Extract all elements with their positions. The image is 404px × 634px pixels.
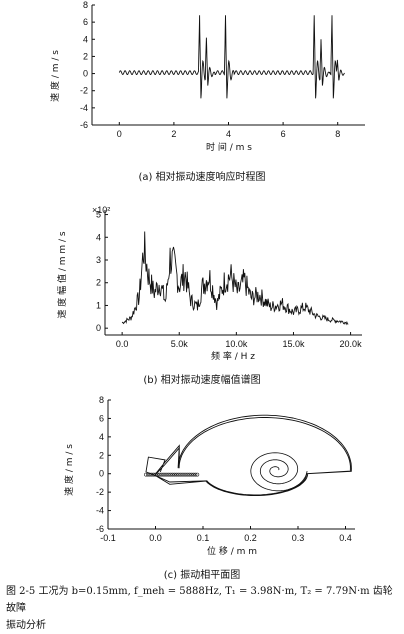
- chart-a-ytick-label: -2: [80, 86, 88, 96]
- chart-a-ytick-label: 2: [83, 51, 88, 61]
- chart-c-marker: [149, 472, 154, 477]
- chart-c-marker: [182, 472, 186, 477]
- chart-c-xtick-label: 0.3: [292, 533, 305, 543]
- chart-b-frame: [104, 210, 362, 336]
- chart-c-marker: [145, 472, 150, 477]
- chart-a-xtick-label: 8: [335, 129, 340, 139]
- chart-b-xtick-label: 15.0k: [282, 339, 305, 349]
- chart-b-xtick-label: 10.0k: [225, 339, 248, 349]
- chart-c-marker: [144, 472, 148, 477]
- chart-a: 0 2 4 6 8 -6 -4 -2 0 2 4 6 8 速 度 / m / s 时 间 / m s (…: [49, 0, 365, 183]
- chart-b-ytick-label: 4: [96, 232, 101, 242]
- chart-b-caption: (b) 相对振动速度幅值谱图: [143, 373, 260, 385]
- chart-a-xtick-label: 2: [171, 129, 176, 139]
- chart-a-xtick-label: 6: [281, 129, 286, 139]
- chart-b-xlabel: 频 率 / H z: [211, 350, 255, 362]
- chart-a-caption: (a) 相对振动速度响应时程图: [138, 170, 265, 183]
- chart-c-marker: [161, 472, 166, 477]
- chart-c-marker: [170, 472, 175, 477]
- chart-c-marker: [189, 472, 194, 477]
- chart-c-ytick-label: -2: [96, 487, 104, 497]
- chart-c-marker: [168, 472, 173, 477]
- chart-c-ylabel-text: 速 度 / m / s: [63, 444, 75, 496]
- chart-c-ytick-label: 8: [99, 395, 104, 405]
- chart-c-marker: [176, 472, 181, 477]
- chart-a-xlabel: 时 间 / m s: [206, 141, 252, 153]
- chart-c-ytick-label: 4: [99, 432, 104, 442]
- chart-c-caption: (c) 振动相平面图: [164, 568, 240, 581]
- chart-c-marker: [178, 472, 183, 477]
- chart-c-marker: [159, 472, 164, 477]
- chart-c-marker: [187, 472, 192, 477]
- chart-a-ytick-label: 8: [83, 0, 88, 10]
- chart-b: 0.0 5.0k 10.0k 15.0k 20.0k 0 1 2 3 4 5 ×10² 速 度 幅 …: [56, 205, 363, 385]
- chart-b-ytick-label: 3: [96, 255, 101, 265]
- chart-c-marker: [172, 472, 177, 477]
- chart-c-frame: [107, 400, 355, 530]
- chart-c-marker: [183, 472, 188, 477]
- chart-c-marker: [193, 472, 198, 477]
- figure-caption: 图 2-5 工况为 b=0.15mm, f_meh = 5888Hz, T₁ =…: [6, 583, 402, 634]
- chart-c-marker: [174, 472, 179, 477]
- chart-c-clearance-markers: [144, 472, 200, 477]
- chart-c-marker: [185, 472, 190, 477]
- chart-b-multiplier: ×10²: [92, 205, 110, 215]
- chart-c-marker: [191, 472, 196, 477]
- chart-b-ytick-label: 2: [96, 278, 101, 288]
- chart-c-marker: [166, 472, 171, 477]
- chart-c-xtick-label: 0.2: [244, 533, 257, 543]
- chart-b-ytick-label: 0: [96, 323, 101, 333]
- chart-b-ytick-label: 1: [96, 300, 101, 310]
- chart-b-series-line: [121, 231, 349, 326]
- chart-c-marker: [157, 472, 162, 477]
- chart-b-xtick-label: 20.0k: [340, 339, 363, 349]
- chart-c-marker: [163, 472, 167, 477]
- chart-a-ytick-label: 6: [83, 17, 88, 27]
- chart-a-ytick-label: -6: [80, 120, 88, 130]
- chart-c-marker: [153, 472, 158, 477]
- chart-b-xtick-label: 5.0k: [171, 339, 189, 349]
- chart-c-ytick-label: 2: [99, 450, 104, 460]
- chart-a-ytick-label: 4: [83, 34, 88, 44]
- chart-c-ytick-label: 0: [99, 469, 104, 479]
- chart-c-phase-orbit: [145, 414, 352, 497]
- chart-c-marker: [155, 472, 160, 477]
- chart-a-ylabel: 速 度 / m / s: [49, 50, 61, 102]
- chart-a-xtick-label: 4: [226, 129, 231, 139]
- chart-b-xtick-label: 0.0: [116, 339, 129, 349]
- chart-b-ylabel: 速 度 幅 值 / m m / s: [56, 231, 68, 318]
- chart-c-xtick-label: 0.4: [339, 533, 352, 543]
- chart-c: -0.1 0.0 0.1 0.2 0.3 0.4 -6 -4 -2 0 2 4 6 8 速 度 / m /…: [63, 395, 355, 581]
- chart-c-xlabel: 位 移 / m m: [207, 545, 257, 557]
- chart-a-ytick-label: -4: [80, 103, 88, 113]
- chart-c-marker: [195, 472, 200, 477]
- chart-c-xtick-label: -0.1: [100, 533, 116, 543]
- chart-c-marker: [180, 472, 185, 477]
- chart-a-xtick-label: 0: [117, 129, 122, 139]
- chart-a-series-line: [118, 15, 345, 99]
- chart-c-inner-spiral: [250, 452, 308, 492]
- chart-a-ytick-label: 0: [83, 69, 88, 79]
- chart-c-ytick-label: -6: [96, 524, 104, 534]
- chart-c-marker: [151, 472, 156, 477]
- chart-c-xtick-label: 0.1: [197, 533, 210, 543]
- chart-c-marker: [164, 472, 169, 477]
- chart-c-xtick-label: 0.0: [149, 533, 162, 543]
- chart-c-ytick-label: 6: [99, 413, 104, 423]
- chart-b-ytick-label: 5: [96, 210, 101, 220]
- chart-c-ytick-label: -4: [96, 506, 104, 516]
- chart-c-marker: [147, 472, 152, 477]
- figure-caption-line1: 图 2-5 工况为 b=0.15mm, f_meh = 5888Hz, T₁ =…: [6, 586, 393, 614]
